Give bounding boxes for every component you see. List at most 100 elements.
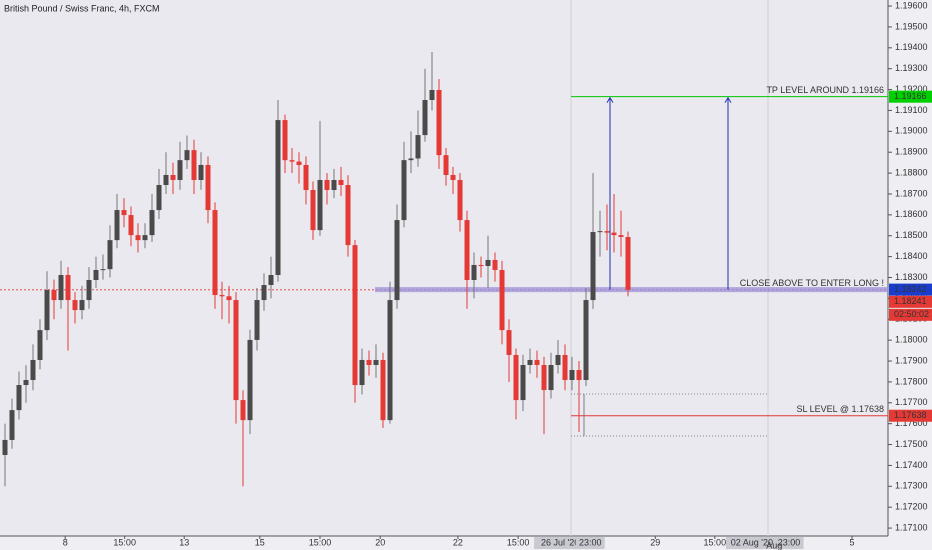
entry-band xyxy=(375,287,888,293)
y-tick-label: 1.18700 xyxy=(895,188,928,198)
x-tick-label: 5 xyxy=(850,537,855,547)
sl-price-tag: 1.17638 xyxy=(894,410,927,420)
candle-body xyxy=(254,300,260,340)
candle-body xyxy=(170,174,176,180)
y-tick-label: 1.17900 xyxy=(895,355,928,365)
candle-body xyxy=(37,330,43,360)
candle-body xyxy=(548,364,554,391)
candle-body xyxy=(72,300,78,311)
candle-body xyxy=(2,439,8,455)
candle-body xyxy=(282,120,288,161)
candle-body xyxy=(583,300,589,381)
y-tick-label: 1.17700 xyxy=(895,397,928,407)
countdown-tag-box xyxy=(889,308,932,321)
candle-body xyxy=(422,100,428,136)
candle-body xyxy=(324,179,330,191)
candle-body xyxy=(93,269,99,281)
x-highlight-label: 23:00 xyxy=(579,537,602,547)
y-tick-label: 1.18000 xyxy=(895,335,928,345)
candle-body xyxy=(177,160,183,180)
candle-body xyxy=(352,245,358,386)
candle-body xyxy=(541,364,547,391)
x-tick-label: 15 xyxy=(255,537,265,547)
y-tick-label: 1.19500 xyxy=(895,21,928,31)
y-tick-label: 1.18900 xyxy=(895,147,928,157)
candle-body xyxy=(121,210,127,216)
x-tick-label: 15:00 xyxy=(704,537,727,547)
candle-body xyxy=(16,385,22,411)
x-highlight-box xyxy=(725,537,778,549)
candle-body xyxy=(373,359,379,365)
candle-body xyxy=(527,359,533,365)
candle-body xyxy=(219,295,225,297)
y-tick-label: 1.19100 xyxy=(895,105,928,115)
plot-background xyxy=(0,0,888,536)
candle-body xyxy=(303,164,309,191)
candle-body xyxy=(275,120,281,275)
x-tick-label: 22 xyxy=(453,537,463,547)
y-tick-label: 1.17200 xyxy=(895,502,928,512)
candle-body xyxy=(310,190,316,231)
candle-body xyxy=(499,269,505,331)
y-tick-label: 1.18600 xyxy=(895,209,928,219)
candle-body xyxy=(576,370,582,381)
countdown-tag: 02:50:02 xyxy=(894,309,929,319)
candle-body xyxy=(163,174,169,186)
sl-price-tag-box xyxy=(889,409,932,422)
entry-price-tag-box xyxy=(889,283,932,296)
candle-body xyxy=(471,264,477,281)
x-tick-label: 15:00 xyxy=(507,537,530,547)
y-tick-label: 1.19000 xyxy=(895,126,928,136)
x-faint-label: Aug xyxy=(766,540,782,550)
x-tick-label: 29 xyxy=(650,537,660,547)
candle-body xyxy=(149,210,155,236)
candle-body xyxy=(30,359,36,381)
candle-body xyxy=(296,161,302,165)
candle-body xyxy=(436,89,442,156)
candle-body xyxy=(128,215,134,236)
current-price-tag: 1.18241 xyxy=(894,296,927,306)
y-tick-label: 1.17400 xyxy=(895,460,928,470)
candle-body xyxy=(184,150,190,161)
candle-body xyxy=(450,174,456,180)
candle-body xyxy=(520,364,526,401)
arrow-head xyxy=(606,96,614,103)
x-highlight-label: 23:00 xyxy=(778,537,801,547)
candle-body xyxy=(415,135,421,159)
y-tick-label: 1.19300 xyxy=(895,63,928,73)
candle-body xyxy=(58,274,64,301)
candle-body xyxy=(100,269,106,271)
y-tick-label: 1.19400 xyxy=(895,42,928,52)
x-highlight-box xyxy=(774,537,804,549)
level-text: CLOSE ABOVE TO ENTER LONG ! xyxy=(740,278,884,288)
candle-body xyxy=(114,210,120,241)
y-tick-label: 1.18800 xyxy=(895,167,928,177)
x-tick-label: 8 xyxy=(63,537,68,547)
entry-price-tag: 1.18242 xyxy=(894,284,927,294)
candle-body xyxy=(65,274,71,301)
candle-body xyxy=(569,370,575,381)
y-tick-label: 1.19200 xyxy=(895,84,928,94)
candle-body xyxy=(618,235,624,237)
candle-body xyxy=(261,285,267,301)
chart-title: British Pound / Swiss Franc, 4h, FXCM xyxy=(4,3,160,13)
candle-body xyxy=(611,232,617,236)
candle-body xyxy=(142,235,148,241)
candle-body xyxy=(485,259,491,267)
y-tick-label: 1.17300 xyxy=(895,481,928,491)
candle-body xyxy=(408,158,414,161)
candle-body xyxy=(478,264,484,267)
candle-body xyxy=(429,89,435,101)
y-tick-label: 1.18500 xyxy=(895,230,928,240)
level-text: TP LEVEL AROUND 1.19166 xyxy=(766,85,884,95)
candle-body xyxy=(401,160,407,221)
x-highlight-label: 26 Jul '20 xyxy=(541,537,579,547)
candle-body xyxy=(79,300,85,311)
candle-body xyxy=(268,274,274,286)
x-tick-label: 15:00 xyxy=(113,537,136,547)
y-tick-label: 1.19600 xyxy=(895,0,928,10)
candle-body xyxy=(156,185,162,211)
x-highlight-box xyxy=(534,537,587,549)
candle-body xyxy=(345,185,351,246)
